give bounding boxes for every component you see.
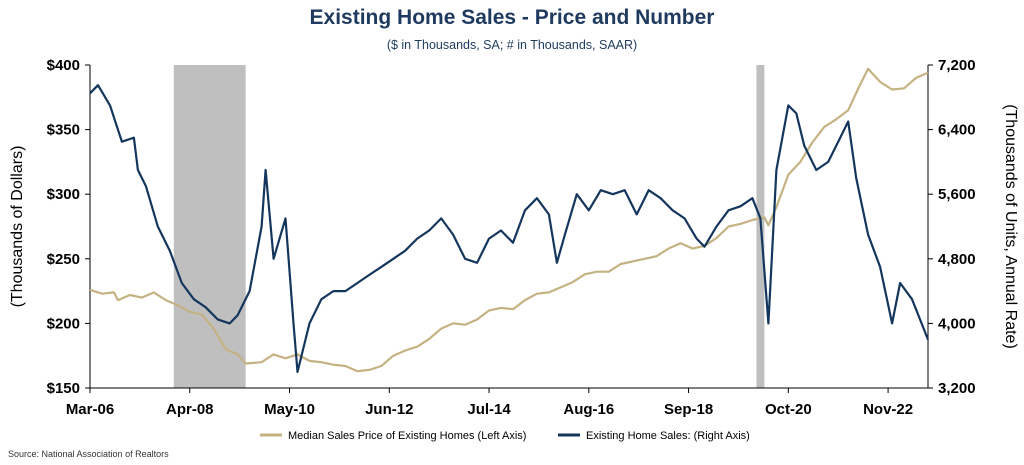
x-tick-label: Sep-18 <box>664 401 713 418</box>
series-lines <box>89 67 930 373</box>
x-tick-label: Oct-20 <box>765 401 812 418</box>
x-tick-label: May-10 <box>264 401 315 418</box>
right-tick-label: 3,200 <box>938 380 976 397</box>
x-tick-label: Apr-08 <box>166 401 214 418</box>
chart-subtitle: ($ in Thousands, SA; # in Thousands, SAA… <box>386 38 638 52</box>
right-tick-label: 6,400 <box>938 122 976 139</box>
legend-label-1: Existing Home Sales: (Right Axis) <box>586 430 750 442</box>
x-tick-label: Mar-06 <box>66 401 114 418</box>
x-tick-label: Jun-12 <box>365 401 413 418</box>
source-note: Source: National Association of Realtors <box>8 449 169 459</box>
left-tick-label: $300 <box>47 186 80 203</box>
right-tick-label: 4,000 <box>938 315 976 332</box>
left-tick-label: $150 <box>47 380 80 397</box>
x-tick-label: Nov-22 <box>863 401 913 418</box>
x-tick-label: Aug-16 <box>563 401 614 418</box>
axes: $150 $200 $250 $300 $350 $400 3,200 4,000 4,800 5… <box>9 57 1019 418</box>
sales-series-line <box>89 84 930 373</box>
left-tick-label: $200 <box>47 315 80 332</box>
x-tick-label: Jul-14 <box>467 401 511 418</box>
legend: Median Sales Price of Existing Homes (Le… <box>260 430 750 442</box>
right-tick-label: 4,800 <box>938 251 976 268</box>
right-axis-label: (Thousands of Units, Annual Rate) <box>1002 104 1019 349</box>
recession-band-0 <box>173 65 246 388</box>
chart-title: Existing Home Sales - Price and Number <box>309 6 715 29</box>
left-tick-label: $250 <box>47 251 80 268</box>
left-axis-label: (Thousands of Dollars) <box>9 146 26 308</box>
price-series-line <box>89 67 929 373</box>
left-tick-label: $350 <box>47 122 80 139</box>
legend-label-0: Median Sales Price of Existing Homes (Le… <box>288 430 526 442</box>
right-tick-label: 5,600 <box>938 186 976 203</box>
right-tick-label: 7,200 <box>938 57 976 74</box>
left-tick-label: $400 <box>47 57 80 74</box>
